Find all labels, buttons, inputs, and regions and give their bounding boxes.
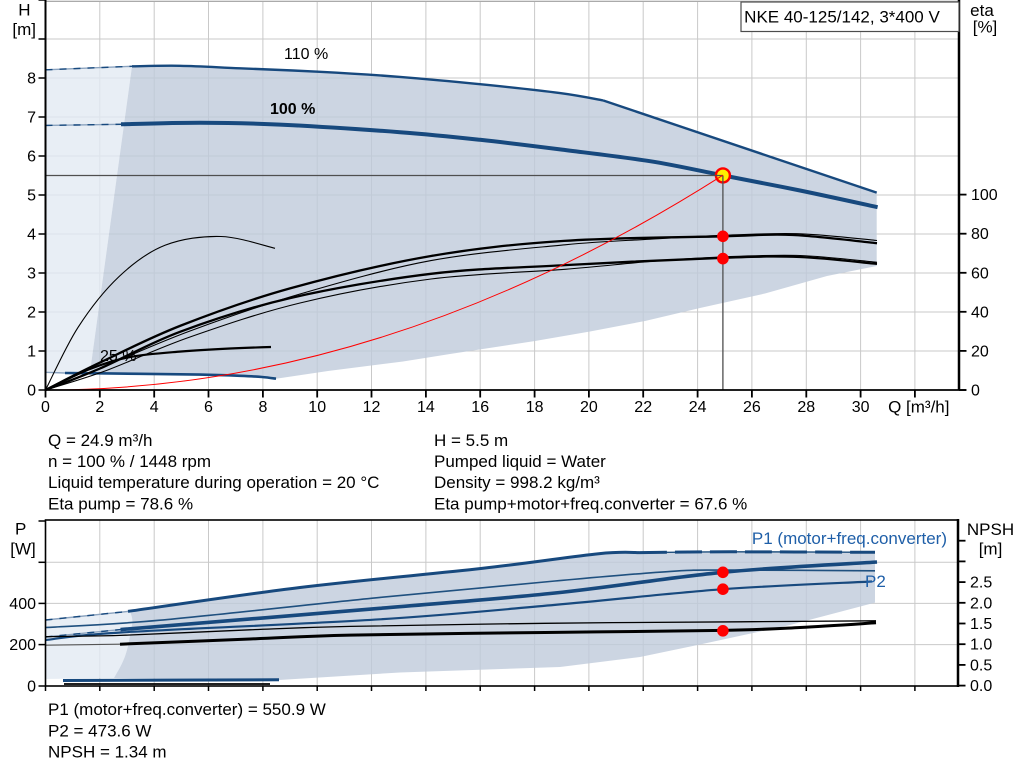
svg-text:Density = 998.2 kg/m³: Density = 998.2 kg/m³: [434, 473, 600, 492]
svg-text:1.5: 1.5: [970, 616, 992, 633]
svg-text:[m]: [m]: [12, 20, 36, 39]
svg-text:2.5: 2.5: [970, 575, 992, 592]
svg-text:NKE 40-125/142, 3*400 V: NKE 40-125/142, 3*400 V: [744, 8, 940, 27]
svg-text:26: 26: [743, 399, 761, 416]
svg-text:4: 4: [27, 227, 36, 244]
svg-text:0.0: 0.0: [970, 678, 992, 695]
svg-text:P2 = 473.6 W: P2 = 473.6 W: [48, 721, 151, 740]
svg-text:7: 7: [27, 110, 36, 127]
svg-text:1.0: 1.0: [970, 637, 992, 654]
svg-text:Pumped liquid = Water: Pumped liquid = Water: [434, 452, 606, 471]
svg-text:10: 10: [308, 399, 326, 416]
svg-text:25 %: 25 %: [100, 348, 136, 365]
svg-text:100 %: 100 %: [270, 101, 315, 118]
svg-text:[W]: [W]: [10, 540, 36, 559]
svg-text:18: 18: [526, 399, 544, 416]
svg-text:2: 2: [27, 305, 36, 322]
svg-text:NPSH: NPSH: [967, 520, 1014, 539]
svg-text:24: 24: [689, 399, 707, 416]
svg-text:400: 400: [9, 596, 36, 613]
svg-text:n = 100 % / 1448 rpm: n = 100 % / 1448 rpm: [48, 452, 211, 471]
svg-text:22: 22: [634, 399, 652, 416]
svg-text:20: 20: [971, 343, 989, 360]
svg-text:200: 200: [9, 637, 36, 654]
svg-text:60: 60: [971, 265, 989, 282]
svg-text:30: 30: [852, 399, 870, 416]
svg-text:[%]: [%]: [973, 18, 998, 37]
svg-text:8: 8: [27, 71, 36, 88]
svg-text:14: 14: [417, 399, 435, 416]
svg-text:4: 4: [150, 399, 159, 416]
svg-text:Q = 24.9 m³/h: Q = 24.9 m³/h: [48, 431, 152, 450]
svg-text:8: 8: [258, 399, 267, 416]
svg-text:Liquid temperature during oper: Liquid temperature during operation = 20…: [48, 473, 379, 492]
svg-text:[m]: [m]: [979, 540, 1003, 559]
svg-text:20: 20: [580, 399, 598, 416]
svg-text:NPSH = 1.34 m: NPSH = 1.34 m: [48, 743, 167, 762]
svg-text:6: 6: [204, 399, 213, 416]
svg-text:12: 12: [363, 399, 381, 416]
svg-text:P: P: [15, 520, 26, 539]
svg-text:110 %: 110 %: [284, 46, 328, 63]
svg-text:0: 0: [971, 383, 980, 400]
svg-text:P2: P2: [865, 572, 886, 591]
svg-text:28: 28: [797, 399, 815, 416]
svg-text:40: 40: [971, 304, 989, 321]
svg-text:16: 16: [471, 399, 489, 416]
svg-text:2.0: 2.0: [970, 595, 992, 612]
svg-text:2: 2: [95, 399, 104, 416]
svg-text:Eta pump = 78.6 %: Eta pump = 78.6 %: [48, 494, 193, 513]
svg-text:1: 1: [27, 344, 36, 361]
svg-text:0.5: 0.5: [970, 657, 992, 674]
svg-text:eta: eta: [970, 1, 994, 20]
svg-text:3: 3: [27, 266, 36, 283]
svg-text:0: 0: [27, 679, 36, 696]
svg-text:Q [m³/h]: Q [m³/h]: [888, 398, 949, 417]
svg-text:80: 80: [971, 226, 989, 243]
svg-text:P1 (motor+freq.converter): P1 (motor+freq.converter): [752, 529, 947, 548]
svg-text:100: 100: [971, 187, 998, 204]
svg-text:P1 (motor+freq.converter) = 55: P1 (motor+freq.converter) = 550.9 W: [48, 700, 326, 719]
svg-text:5: 5: [27, 188, 36, 205]
svg-text:H = 5.5 m: H = 5.5 m: [434, 431, 508, 450]
svg-text:H: H: [18, 1, 30, 20]
svg-text:6: 6: [27, 149, 36, 166]
svg-text:Eta pump+motor+freq.converter: Eta pump+motor+freq.converter = 67.6 %: [434, 494, 747, 513]
svg-text:0: 0: [27, 383, 36, 400]
svg-text:0: 0: [41, 399, 50, 416]
